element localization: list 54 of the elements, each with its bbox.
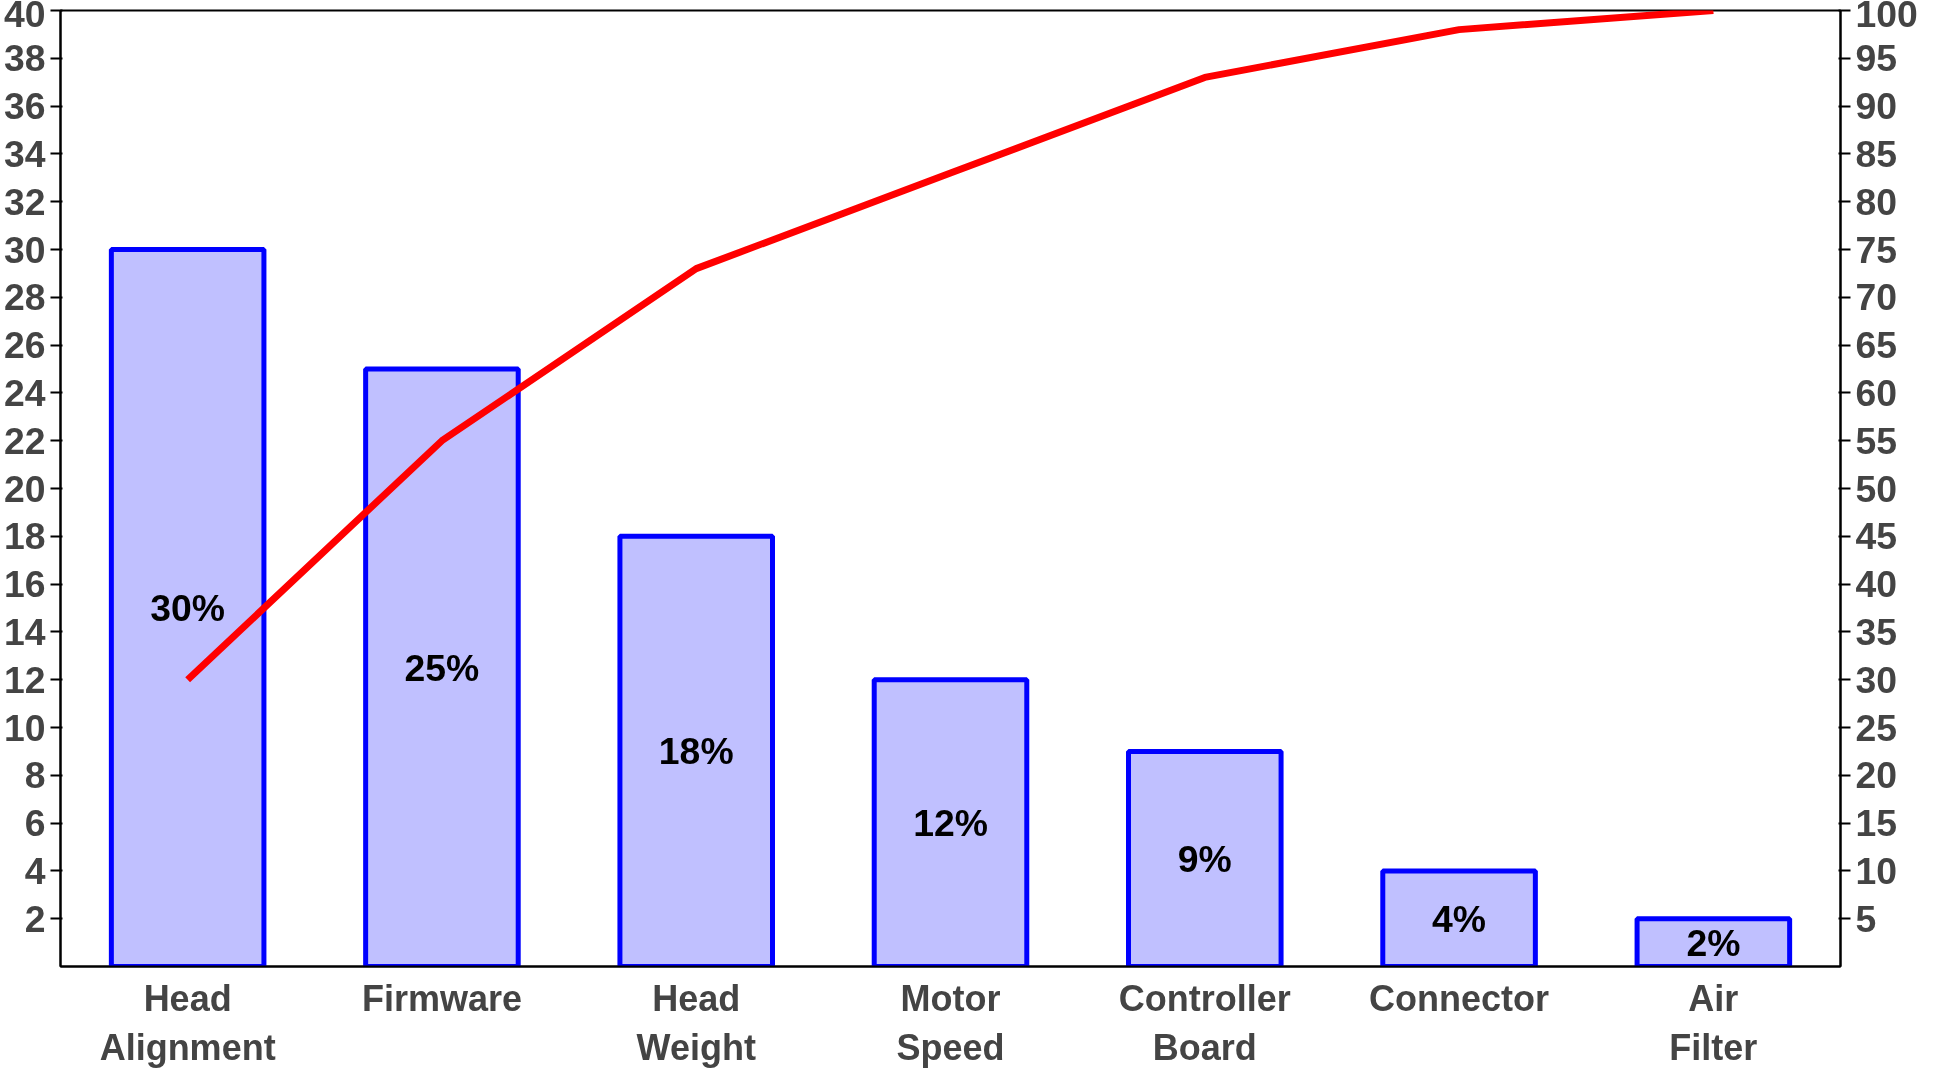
y2-tick-label: 80: [1855, 180, 1898, 223]
y-tick-label: 40: [3, 0, 46, 35]
y-tick-label: 16: [3, 563, 46, 606]
x-tick-label: Motor Speed: [896, 977, 1005, 1068]
y-tick-label: 10: [3, 706, 46, 749]
y2-tick-label: 45: [1855, 515, 1898, 558]
y-tick-label: 32: [3, 180, 46, 223]
y-tick-label: 28: [3, 276, 46, 319]
x-tick-label: Air Filter: [1669, 977, 1758, 1068]
y2-tick-label: 30: [1855, 658, 1898, 701]
y2-tick-label: 60: [1855, 371, 1898, 414]
data-label: 25%: [404, 646, 480, 689]
y2-tick-label: 10: [1855, 849, 1898, 892]
y-tick-label: 26: [3, 324, 46, 367]
y-tick-label: 36: [3, 85, 46, 128]
y2-tick-label: 20: [1855, 754, 1898, 797]
y-tick-label: 30: [3, 228, 46, 271]
y2-tick-label: 50: [1855, 467, 1898, 510]
y2-tick-label: 35: [1855, 610, 1898, 653]
x-tick-label: Head Alignment: [99, 977, 276, 1068]
y2-tick-label: 85: [1855, 132, 1898, 175]
data-label: 4%: [1432, 897, 1487, 940]
x-tick-label: Head Weight: [636, 977, 756, 1068]
data-label: 18%: [658, 730, 734, 773]
y-tick-label: 8: [24, 754, 46, 797]
y-tick-label: 34: [3, 132, 46, 175]
y-tick-label: 18: [3, 515, 46, 558]
y2-tick-label: 65: [1855, 324, 1898, 367]
data-label: 2%: [1686, 921, 1741, 964]
x-tick-label: Firmware: [361, 977, 522, 1019]
y2-tick-label: 90: [1855, 85, 1898, 128]
data-label: 9%: [1177, 837, 1232, 880]
y2-tick-label: 95: [1855, 37, 1898, 80]
y-tick-label: 20: [3, 467, 46, 510]
y-tick-label: 22: [3, 419, 46, 462]
y2-tick-label: 40: [1855, 563, 1898, 606]
y2-tick-label: 100: [1855, 0, 1918, 35]
y-tick-label: 6: [24, 802, 46, 845]
x-tick-label: Controller Board: [1118, 977, 1291, 1068]
y2-tick-label: 15: [1855, 802, 1898, 845]
y-tick-label: 14: [3, 610, 46, 653]
y-tick-label: 2: [24, 897, 46, 940]
y-tick-label: 24: [3, 371, 46, 414]
data-label: 30%: [150, 587, 226, 629]
y2-tick-label: 75: [1855, 228, 1898, 271]
y-tick-label: 38: [3, 37, 46, 80]
data-label: 12%: [913, 802, 988, 845]
y2-tick-label: 5: [1855, 897, 1877, 940]
x-tick-label: Connector: [1369, 977, 1550, 1019]
y2-tick-label: 70: [1855, 276, 1898, 319]
y2-tick-label: 25: [1855, 706, 1898, 749]
y-tick-label: 4: [24, 849, 46, 892]
y2-tick-label: 55: [1855, 419, 1898, 462]
y-tick-label: 12: [3, 658, 46, 701]
